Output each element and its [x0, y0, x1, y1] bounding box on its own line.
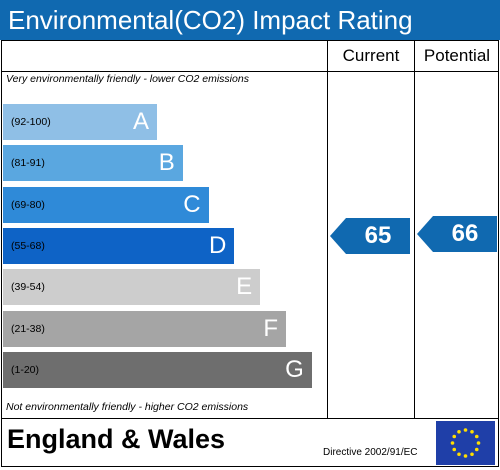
directive-label: Directive 2002/91/EC [323, 447, 418, 458]
band-range-label: (69-80) [11, 198, 45, 211]
column-header-current: Current [342, 46, 400, 65]
band-range-label: (81-91) [11, 157, 45, 170]
eu-star [450, 441, 455, 445]
eu-star [463, 428, 468, 432]
eu-flag-icon [436, 421, 495, 465]
current-arrow-tip [330, 218, 346, 254]
band-letter: G [285, 355, 304, 383]
band-e: (39-54) E [3, 269, 261, 306]
band-range-label: (55-68) [11, 239, 45, 252]
eu-star [452, 434, 457, 439]
chart-border [1, 40, 499, 467]
eu-star [474, 447, 479, 452]
band-d: (55-68) D [3, 227, 235, 264]
band-b: (81-91) B [3, 145, 183, 182]
band-letter: F [263, 314, 278, 342]
band-range-label: (92-100) [11, 116, 51, 128]
bottom-note: Not environmentally friendly - higher CO… [6, 401, 249, 413]
eu-star [470, 429, 474, 434]
header-divider [1, 71, 499, 72]
band-range-label: (21-38) [11, 322, 45, 335]
band-f: (21-38) F [3, 310, 286, 347]
region-label: England & Wales [7, 424, 226, 454]
band-letter: C [183, 190, 201, 218]
band-range-label: (39-54) [11, 281, 45, 294]
eu-star [457, 429, 461, 434]
top-note: Very environmentally friendly - lower CO… [6, 73, 249, 85]
eu-star [474, 434, 479, 439]
potential-rating-value: 66 [433, 216, 497, 252]
band-letter: E [236, 273, 253, 301]
title-bar: Environmental(CO2) Impact Rating [0, 0, 500, 40]
potential-arrow-tip [417, 216, 433, 252]
column-divider-potential [414, 40, 415, 418]
column-divider-current [327, 40, 328, 418]
band-letter: B [158, 149, 175, 177]
eu-star [470, 452, 474, 457]
eu-star [452, 447, 457, 452]
band-range-label: (1-20) [11, 363, 40, 376]
chart-title: Environmental(CO2) Impact Rating [8, 5, 413, 35]
eu-star [476, 441, 481, 445]
band-letter: D [209, 231, 227, 259]
band-letter: A [132, 108, 149, 135]
column-header-potential: Potential [423, 46, 491, 65]
eu-stars [450, 428, 481, 458]
eu-star [463, 454, 468, 458]
eu-star [457, 452, 461, 457]
band-g: (1-20) G [3, 351, 312, 388]
current-rating-value: 65 [346, 218, 410, 254]
band-c: (69-80) C [3, 186, 209, 223]
band-a: (92-100) A [3, 104, 157, 140]
footer-divider [1, 418, 499, 419]
